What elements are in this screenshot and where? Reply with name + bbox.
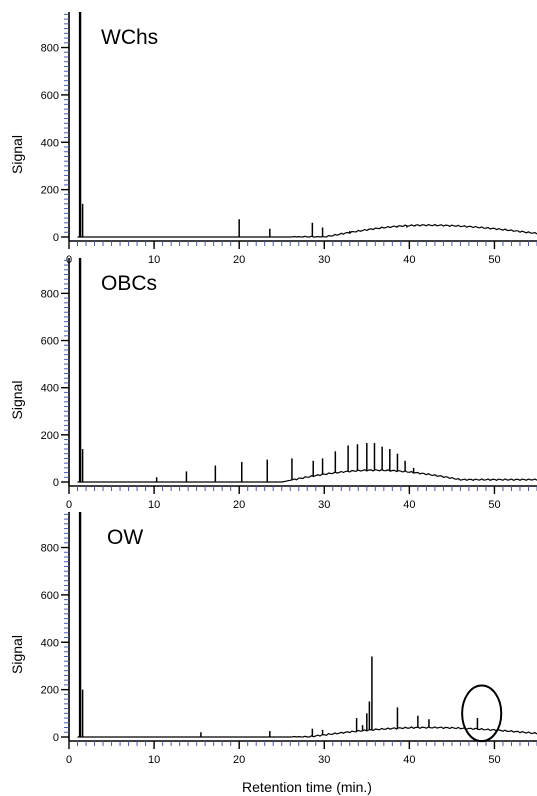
highlight-ellipse (461, 684, 503, 743)
x-tick-label: 30 (318, 254, 330, 266)
x-tick-label: 30 (318, 499, 330, 511)
x-tick-label: 40 (403, 754, 415, 766)
x-tick-label: 40 (403, 499, 415, 511)
x-tick-label: 10 (148, 499, 160, 511)
x-tick-label: 10 (148, 754, 160, 766)
y-tick-label: 400 (41, 637, 59, 649)
x-tick-label: 10 (148, 254, 160, 266)
x-tick-label: 0 (66, 499, 72, 511)
x-tick-label: 0 (66, 754, 72, 766)
y-tick-label: 600 (41, 336, 59, 348)
x-tick-label: 40 (403, 254, 415, 266)
y-tick-label: 800 (41, 43, 59, 55)
y-tick-label: 600 (41, 590, 59, 602)
y-tick-label: 0 (53, 477, 59, 489)
y-tick-label: 400 (41, 383, 59, 395)
y-tick-label: 0 (53, 232, 59, 244)
panel-title: WChs (101, 26, 158, 49)
baseline-trace (77, 726, 537, 738)
y-tick-label: 800 (41, 543, 59, 555)
panel-title: OW (107, 526, 143, 549)
y-axis-label: Signal (9, 635, 25, 674)
y-tick-label: 200 (41, 430, 59, 442)
y-tick-label: 800 (41, 288, 59, 300)
y-tick-label: 200 (41, 685, 59, 697)
y-tick-label: 0 (53, 732, 59, 744)
panel-wchs: 020040060080001020304050SignalWChs (9, 12, 537, 266)
panel-obcs: 0 200 400 600 800 0 10 20 30 40 50 Signal OBCs (9, 258, 537, 511)
x-axis-label: Retention time (min.) (242, 779, 372, 795)
baseline-trace (77, 468, 537, 483)
x-tick-label: 30 (318, 754, 330, 766)
x-tick-label: 50 (488, 254, 500, 266)
x-tick-label: 20 (233, 499, 245, 511)
panel-ow: 0 200 400 600 800 0 10 20 30 40 50 Signal OW Retentio… (9, 512, 537, 795)
x-tick-label: 20 (233, 754, 245, 766)
y-tick-label: 200 (41, 185, 59, 197)
x-tick-label: 50 (488, 754, 500, 766)
y-axis-label: Signal (9, 135, 25, 174)
baseline-trace (77, 223, 537, 238)
y-tick-label: 400 (41, 137, 59, 149)
x-tick-label: 20 (233, 254, 245, 266)
x-tick-label: 50 (488, 499, 500, 511)
y-axis-label: Signal (9, 381, 25, 420)
y-tick-label: 600 (41, 90, 59, 102)
panel-title: OBCs (101, 272, 157, 295)
